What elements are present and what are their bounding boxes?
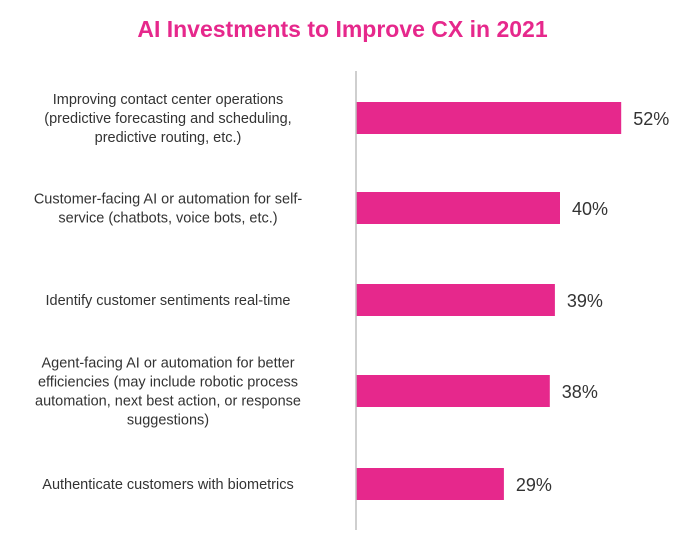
bars-layer bbox=[356, 102, 622, 500]
bar-4 bbox=[356, 375, 550, 407]
category-label-line: Customer-facing AI or automation for sel… bbox=[34, 192, 303, 208]
category-label-line: service (chatbots, voice bots, etc.) bbox=[58, 211, 277, 227]
category-label-line: Improving contact center operations bbox=[53, 92, 284, 108]
value-label-2: 40% bbox=[572, 199, 608, 219]
bar-3 bbox=[356, 284, 555, 316]
category-label-1: Improving contact center operations (pred… bbox=[44, 92, 291, 146]
bar-5 bbox=[356, 468, 504, 500]
bar-1 bbox=[356, 102, 622, 134]
category-label-line: Identify customer sentiments real-time bbox=[46, 293, 291, 309]
chart-title: AI Investments to Improve CX in 2021 bbox=[137, 16, 548, 42]
category-label-line: automation, next best action, or respons… bbox=[35, 394, 301, 410]
category-label-line: predictive routing, etc.) bbox=[95, 130, 242, 146]
category-label-line: Authenticate customers with biometrics bbox=[42, 477, 293, 493]
category-label-line: (predictive forecasting and scheduling, bbox=[44, 111, 291, 127]
category-label-line: Agent-facing AI or automation for better bbox=[41, 356, 294, 372]
labels-layer: 52% Improving contact center operations (p… bbox=[34, 92, 669, 495]
category-label-2: Customer-facing AI or automation for sel… bbox=[34, 192, 303, 227]
category-label-4: Agent-facing AI or automation for better… bbox=[35, 356, 301, 429]
value-label-3: 39% bbox=[567, 291, 603, 311]
category-label-5: Authenticate customers with biometrics bbox=[42, 477, 293, 493]
category-label-line: efficiencies (may include robotic proces… bbox=[38, 375, 298, 391]
value-label-1: 52% bbox=[633, 109, 669, 129]
value-label-5: 29% bbox=[516, 475, 552, 495]
bar-2 bbox=[356, 192, 560, 224]
value-label-4: 38% bbox=[562, 382, 598, 402]
category-label-3: Identify customer sentiments real-time bbox=[46, 293, 291, 309]
category-label-line: suggestions) bbox=[127, 413, 209, 429]
